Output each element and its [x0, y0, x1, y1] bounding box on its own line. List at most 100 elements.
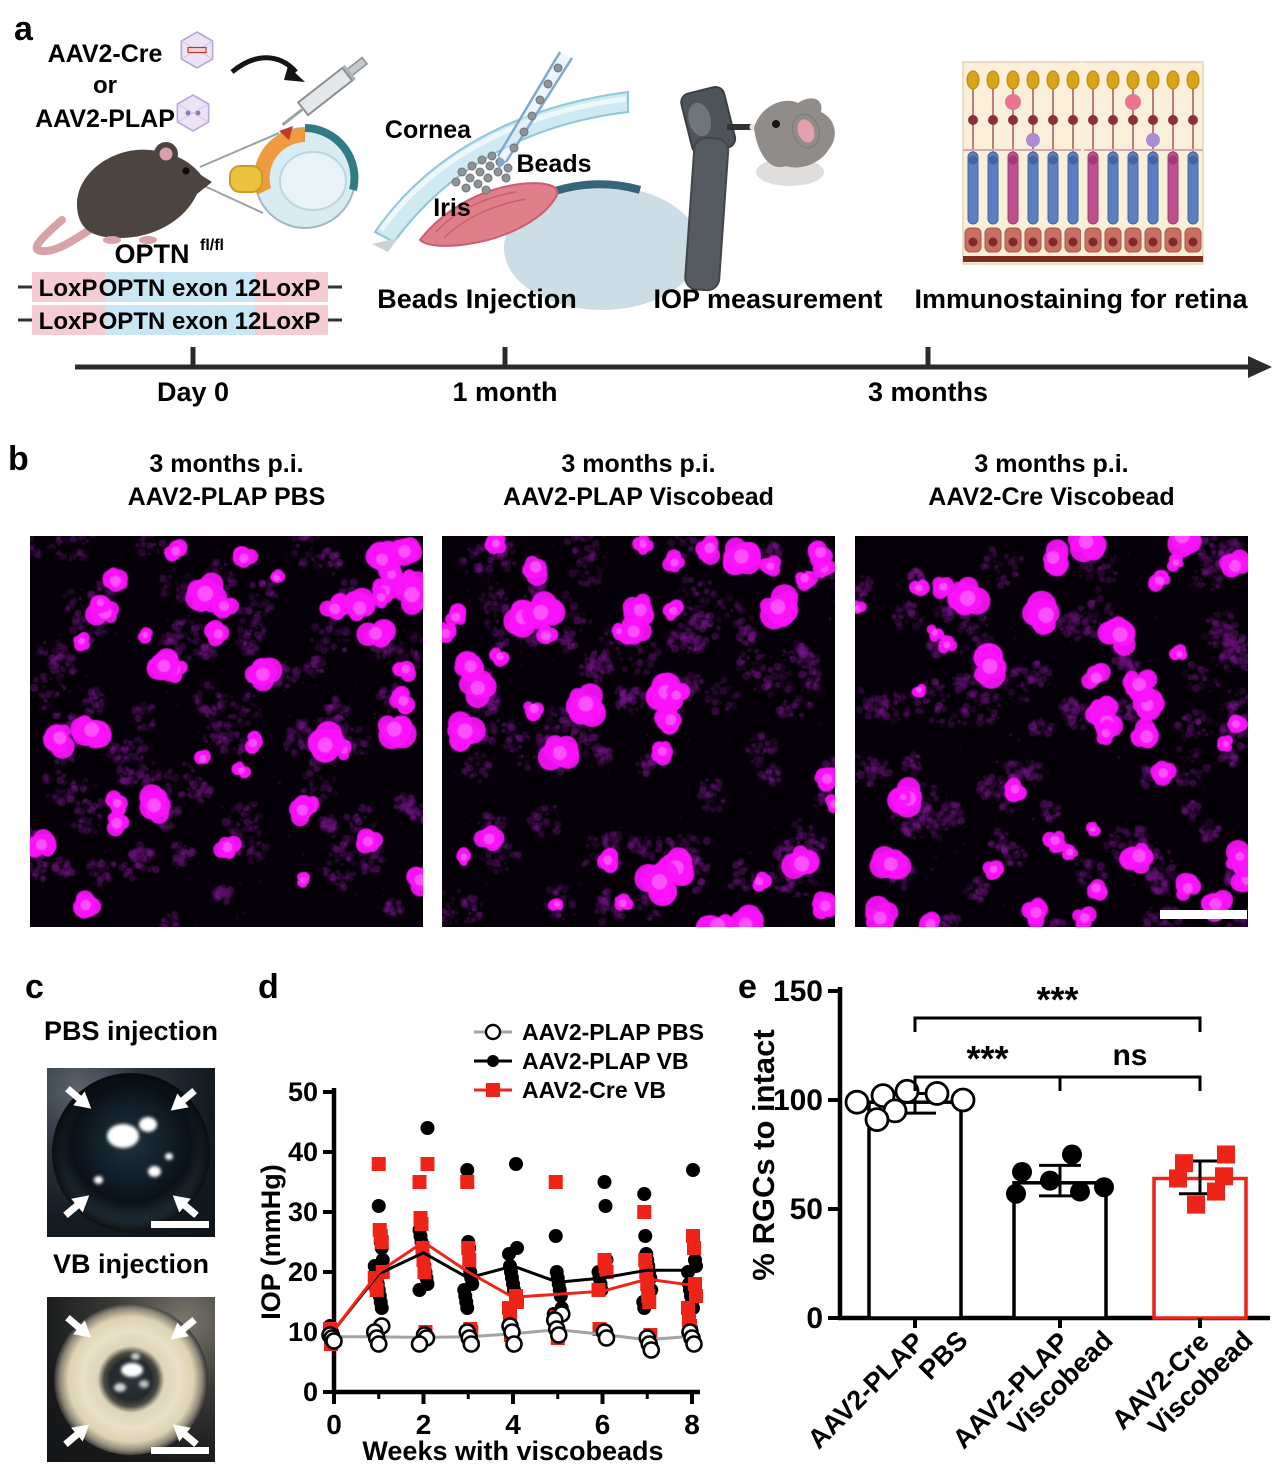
timeline: Day 0 1 month 3 months	[75, 347, 1272, 407]
svg-text:6: 6	[595, 1409, 611, 1440]
micro-title-2-line2: AAV2-PLAP Viscobead	[503, 483, 774, 511]
zoom-line-top	[199, 132, 280, 168]
bead-reflection	[131, 1353, 140, 1361]
zoom-line-bottom	[199, 183, 264, 214]
iop-x-axis-title: Weeks with viscobeads	[362, 1436, 663, 1466]
microscopy-image-cre-viscobead	[855, 536, 1248, 927]
aav2-plap-label: AAV2-PLAP	[35, 105, 175, 133]
scale-bar	[1160, 910, 1247, 919]
pbs-injection-title: PBS injection	[43, 1016, 219, 1046]
svg-text:0: 0	[806, 1302, 823, 1335]
svg-text:100: 100	[773, 1084, 823, 1117]
aav2-cre-virus-icon	[180, 31, 214, 69]
legend-label-cre-vb: AAV2-Cre VB	[522, 1077, 666, 1103]
iop-chart: IOP (mmHg) Weeks with viscobeads AAV2-PL…	[256, 1019, 704, 1466]
svg-text:4: 4	[505, 1409, 521, 1440]
pointer-arrow-icon	[172, 1424, 199, 1447]
micro-title-2-line1: 3 months p.i.	[561, 450, 716, 478]
pointer-arrow-icon	[170, 1317, 197, 1340]
bead-reflection	[114, 1382, 127, 1392]
iris-label: Iris	[433, 194, 471, 222]
vb-eye-photo	[47, 1297, 215, 1462]
loxp-label: LoxP	[262, 275, 321, 302]
eye-highlight	[164, 1152, 173, 1160]
svg-text:***: ***	[1036, 979, 1078, 1020]
loxp-label: LoxP	[262, 308, 321, 335]
iop-legend: AAV2-PLAP PBS AAV2-PLAP VB AAV2-Cre VB	[474, 1019, 704, 1103]
micro-title-2: 3 months p.i. AAV2-PLAP Viscobead	[442, 448, 835, 514]
or-label: or	[93, 72, 117, 99]
legend-label-pbs: AAV2-PLAP PBS	[522, 1019, 704, 1045]
micro-title-1: 3 months p.i. AAV2-PLAP PBS	[30, 448, 423, 514]
arrow-overlay	[63, 1086, 199, 1218]
svg-text:AAV2-PLAP: AAV2-PLAP	[802, 1326, 930, 1454]
injection-arrow-icon	[230, 55, 305, 82]
bead-reflection	[120, 1363, 143, 1377]
timeline-1month: 1 month	[453, 377, 558, 407]
eye-highlight	[107, 1123, 140, 1148]
exon-label: OPTN exon 12	[99, 308, 262, 335]
panel-e-label: e	[738, 968, 757, 1006]
beads-label: Beads	[516, 150, 591, 178]
aav2-cre-label: AAV2-Cre	[48, 40, 163, 68]
retina-illustration	[962, 61, 1204, 265]
panel-b-label: b	[8, 440, 29, 478]
svg-text:ns: ns	[1112, 1039, 1147, 1072]
beads-injection-diagram	[372, 51, 700, 310]
exon-label: OPTN exon 12	[99, 275, 262, 302]
panel-a-label: a	[14, 10, 34, 48]
pointer-arrow-icon	[65, 1086, 92, 1109]
timeline-arrowhead-icon	[1248, 356, 1272, 378]
pointer-arrow-icon	[172, 1195, 199, 1218]
svg-text:8: 8	[684, 1409, 700, 1440]
svg-text:150: 150	[773, 975, 823, 1008]
svg-text:***: ***	[966, 1038, 1008, 1079]
arrow-overlay	[63, 1315, 199, 1447]
category-label-1: AAV2-PLAP PBS	[802, 1325, 974, 1454]
micro-title-1-line2: AAV2-PLAP PBS	[127, 483, 326, 511]
tonometer-illustration	[680, 85, 835, 292]
pointer-arrow-icon	[63, 1195, 90, 1218]
loxp-label: LoxP	[39, 308, 98, 335]
scale-bar	[151, 1221, 209, 1228]
bead-reflection	[139, 1379, 150, 1388]
aav2-plap-virus-icon	[176, 94, 210, 132]
loxp-construct-row2: LoxP OPTN exon 12 LoxP	[18, 305, 342, 335]
svg-text:20: 20	[288, 1257, 318, 1287]
microscopy-image-plap-viscobead	[442, 536, 835, 927]
iop-y-axis-title: IOP (mmHg)	[256, 1164, 286, 1320]
svg-text:50: 50	[288, 1077, 318, 1107]
legend-open-circle-icon	[484, 1023, 502, 1041]
eye-highlight	[147, 1166, 161, 1178]
eye-highlight	[139, 1117, 158, 1132]
pointer-arrow-icon	[170, 1088, 197, 1111]
panel-a-schematic: a AAV2-Cre or AAV2-PLAP	[14, 10, 1272, 407]
loxp-construct-row1: LoxP OPTN exon 12 LoxP	[18, 272, 342, 302]
vb-injection-title: VB injection	[52, 1249, 209, 1279]
micro-title-3: 3 months p.i. AAV2-Cre Viscobead	[855, 448, 1248, 514]
svg-text:0: 0	[303, 1377, 318, 1407]
rgc-bar-chart: % RGCs to intact AAV2-PLAP PBS AAV2-PLAP…	[746, 975, 1270, 1454]
microscopy-image-plap-pbs	[30, 536, 423, 927]
scale-bar	[151, 1447, 209, 1454]
micro-title-1-line1: 3 months p.i.	[149, 450, 304, 478]
micro-title-3-line2: AAV2-Cre Viscobead	[928, 483, 1175, 511]
cornea-label: Cornea	[385, 116, 472, 144]
loxp-label: LoxP	[39, 275, 98, 302]
svg-text:50: 50	[790, 1193, 823, 1226]
panel-d-label: d	[258, 968, 279, 1006]
svg-text:30: 30	[288, 1197, 318, 1227]
timeline-day0: Day 0	[157, 377, 229, 407]
legend-filled-circle-icon	[487, 1055, 499, 1067]
pbs-eye-photo	[47, 1068, 215, 1237]
category-label-2: AAV2-PLAP Viscobead	[947, 1325, 1119, 1454]
svg-text:0: 0	[326, 1409, 342, 1440]
genotype-superscript: fl/fl	[200, 237, 224, 254]
rgc-y-axis-title: % RGCs to intact	[746, 1029, 781, 1280]
rgc-plot: 0 50 100 150 *** *** ns	[773, 975, 1270, 1335]
panel-c-label: c	[25, 968, 44, 1006]
iop-plot: 0 10 20 30 40 50 0 2 4 6 8	[288, 1077, 703, 1440]
beads-injection-caption: Beads Injection	[377, 284, 577, 314]
iop-measurement-caption: IOP measurement	[653, 284, 882, 314]
